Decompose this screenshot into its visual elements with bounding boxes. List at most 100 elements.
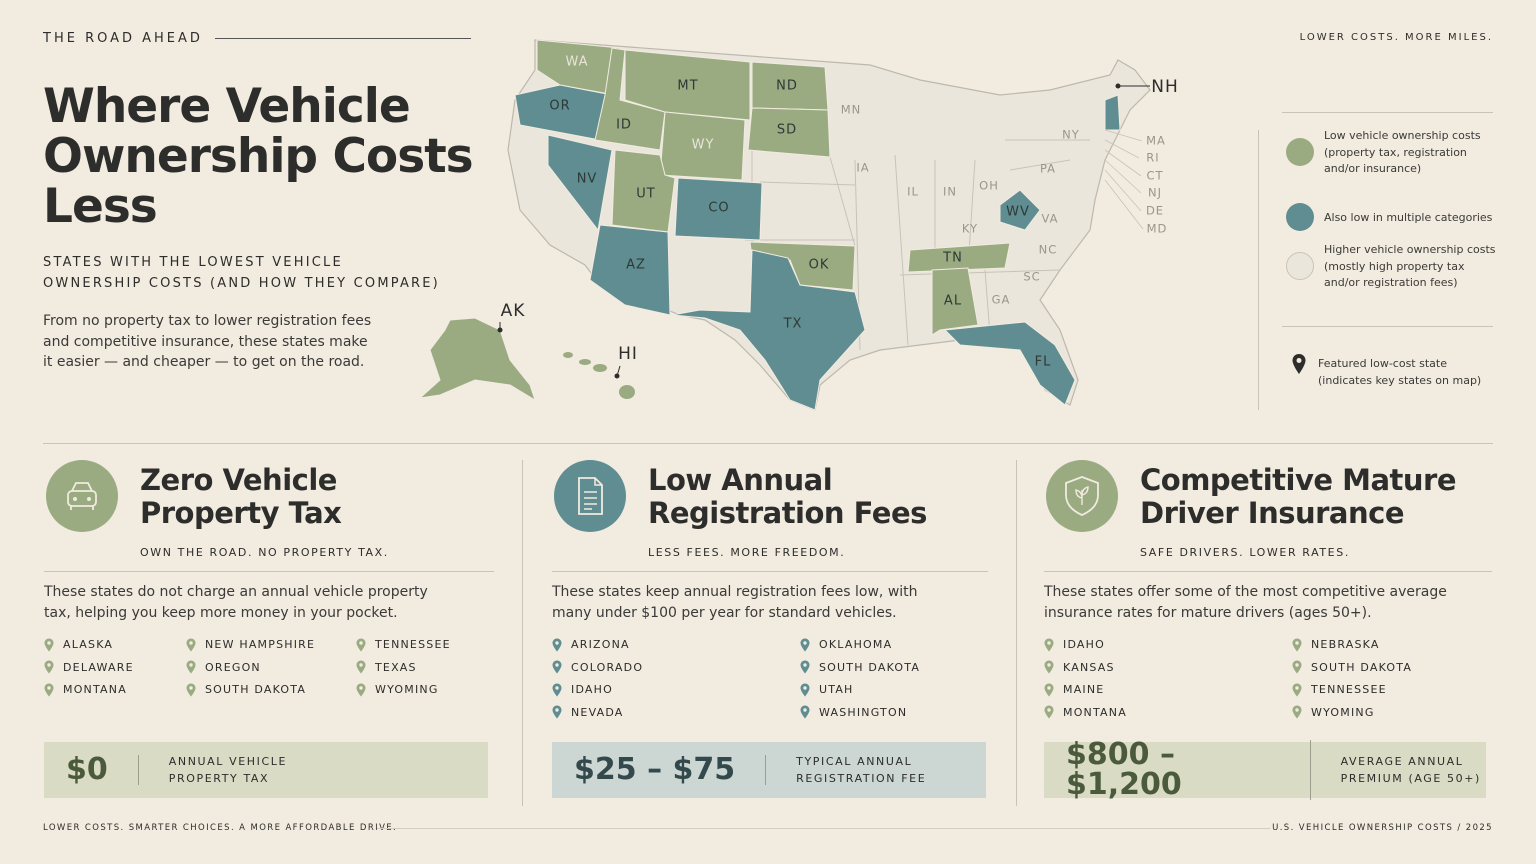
stat-label: AVERAGE ANNUAL PREMIUM (AGE 50+) [1340, 755, 1481, 785]
island [563, 352, 573, 358]
state-label: DE [1146, 204, 1164, 218]
stat-value: $0 [44, 755, 139, 785]
pin-hole [803, 686, 807, 690]
stat-label: ANNUAL VEHICLE PROPERTY TAX [168, 755, 288, 785]
state-item: WYOMING [356, 681, 486, 699]
state-label: WA [565, 55, 588, 70]
state-name: TENNESSEE [375, 638, 451, 652]
pin-hole [359, 663, 363, 667]
state-label: UT [636, 187, 655, 202]
state-item: MONTANA [44, 681, 186, 699]
pin-shape [1044, 705, 1054, 719]
card-icon [554, 460, 626, 532]
icon-graphic [578, 477, 603, 515]
callout-dot [614, 373, 620, 379]
state-label: SC [1023, 270, 1040, 284]
state-shape [671, 249, 866, 411]
state-name: WASHINGTON [819, 705, 908, 719]
state-label: IL [907, 185, 919, 199]
state-label: NY [1062, 128, 1080, 142]
state-item: NEVADA [552, 704, 800, 722]
state-shape [659, 111, 746, 181]
pin-icon [552, 638, 562, 652]
pin-shape [356, 683, 366, 697]
state-shape [907, 242, 1011, 273]
pin-shape [356, 660, 366, 674]
state-border [899, 269, 1061, 276]
pin-icon [1044, 683, 1054, 697]
state-border [984, 269, 991, 336]
card-rule [44, 571, 494, 572]
state-item: SOUTH DAKOTA [1292, 659, 1482, 677]
kicker: THE ROAD AHEAD [43, 31, 203, 46]
state-name: IDAHO [571, 683, 613, 697]
state-label: MA [1146, 134, 1166, 148]
pin-hole [359, 641, 363, 645]
state-item: DELAWARE [44, 659, 186, 677]
footer-left: LOWER COSTS. SMARTER CHOICES. A MORE AFF… [43, 823, 398, 833]
pin-icon [186, 638, 196, 652]
state-name: SOUTH DAKOTA [1311, 660, 1413, 674]
state-label: MT [677, 79, 698, 94]
card-rule [552, 571, 988, 572]
pin-icon [1292, 683, 1302, 697]
footer-right: U.S. VEHICLE OWNERSHIP COSTS / 2025 [1272, 823, 1493, 833]
pin-shape [1292, 705, 1302, 719]
pin-hole [47, 663, 51, 667]
pin-shape [552, 638, 562, 652]
kicker-rule [215, 38, 471, 39]
state-name: DELAWARE [63, 660, 134, 674]
pin-shape [552, 660, 562, 674]
state-label: TN [942, 251, 963, 266]
icon-graphic [1065, 476, 1099, 516]
island [593, 364, 607, 372]
state-shape [674, 177, 763, 241]
card-tagline: OWN THE ROAD. NO PROPERTY TAX. [140, 546, 389, 559]
island [619, 385, 635, 399]
legend-divider [1258, 130, 1259, 410]
leader-line [1104, 159, 1142, 194]
state-name: ALASKA [63, 638, 114, 652]
card-icon [46, 460, 118, 532]
stat-label: TYPICAL ANNUAL REGISTRATION FEE [796, 755, 927, 785]
pin-hole [47, 686, 51, 690]
state-item: COLORADO [552, 659, 800, 677]
state-item: WYOMING [1292, 704, 1482, 722]
island [579, 359, 591, 365]
state-label: AL [944, 294, 962, 309]
state-label: PA [1040, 162, 1056, 176]
state-shape [418, 317, 536, 402]
leader-line [1104, 179, 1144, 230]
state-label: OH [979, 179, 999, 193]
state-name: KANSAS [1063, 660, 1115, 674]
state-item: NEW HAMPSHIRE [186, 636, 356, 654]
pin-hole [803, 641, 807, 645]
state-item: TENNESSEE [356, 636, 486, 654]
pin-hole [189, 641, 193, 645]
state-label: WY [692, 138, 715, 153]
pin-shape [186, 638, 196, 652]
pin-icon [44, 638, 54, 652]
footer-rule [377, 828, 1270, 829]
state-border [829, 156, 856, 247]
pin-icon [1044, 660, 1054, 674]
legend-rule [1282, 326, 1493, 327]
pin-icon [1044, 705, 1054, 719]
leader-line [1104, 169, 1142, 212]
pin-icon [44, 660, 54, 674]
card-title: Zero Vehicle Property Tax [140, 463, 342, 530]
pin-shape [800, 638, 810, 652]
card-tagline: SAFE DRIVERS. LOWER RATES. [1140, 546, 1350, 559]
pin-hole [359, 686, 363, 690]
state-item: KANSAS [1044, 659, 1292, 677]
state-name: MONTANA [1063, 705, 1127, 719]
state-name: UTAH [819, 683, 854, 697]
state-shape [1104, 94, 1121, 131]
card-text: These states do not charge an annual veh… [44, 584, 428, 621]
state-label: NV [577, 172, 598, 187]
state-item: OKLAHOMA [800, 636, 990, 654]
legend-text: Higher vehicle ownership costs (mostly h… [1324, 243, 1496, 289]
state-name: OKLAHOMA [819, 638, 893, 652]
state-name: MONTANA [63, 683, 127, 697]
pin-hole [1296, 358, 1302, 363]
